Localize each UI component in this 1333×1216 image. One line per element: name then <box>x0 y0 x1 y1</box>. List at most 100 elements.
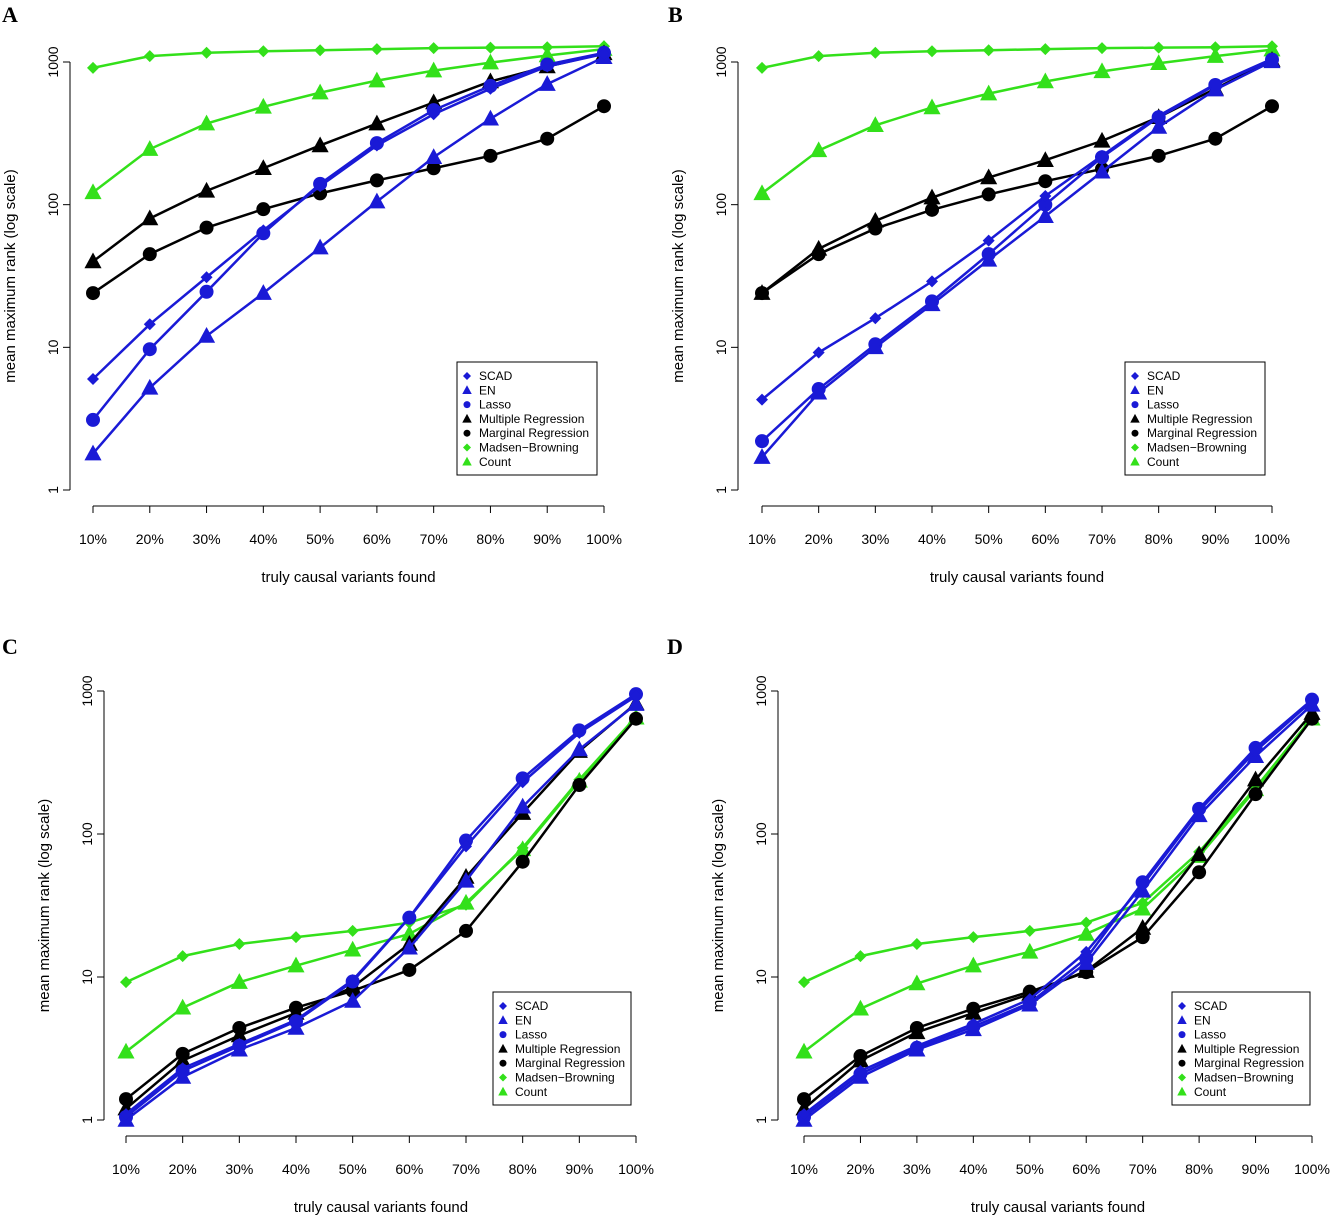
panel-a-legend-label: Count <box>479 455 512 469</box>
panel-a-series-count <box>84 40 613 200</box>
panel-b-legend-label: Lasso <box>1147 398 1179 412</box>
panel-a-legend-label: SCAD <box>479 369 513 383</box>
panel-c-data-point <box>572 778 587 793</box>
panel-a-series-line <box>92 51 605 421</box>
panel-c-data-point <box>174 998 192 1015</box>
panel-c-series-madsen-browning <box>120 710 642 989</box>
panel-c-data-point <box>346 974 359 987</box>
panel-d-data-point <box>1134 919 1152 935</box>
panel-a-legend-marker <box>462 456 472 466</box>
panel-c-legend-label: EN <box>515 1013 532 1027</box>
panel-d-y-tick-label: 10 <box>753 969 769 985</box>
panel-a-y-tick-label: 1 <box>45 486 61 494</box>
panel-d-series-madsen-browning <box>798 711 1318 989</box>
panel-c-data-point <box>287 1018 305 1035</box>
panel-d-legend-label: Madsen−Browning <box>1194 1071 1294 1085</box>
panel-d-data-point <box>1193 804 1206 817</box>
panel-b-data-point <box>1152 41 1165 54</box>
panel-c-x-tick-label: 70% <box>452 1161 480 1177</box>
panel-a-data-point <box>368 114 386 131</box>
panel-a-data-point <box>84 183 102 200</box>
panel-b-data-point <box>1096 42 1108 55</box>
panel-d-x-tick-label: 10% <box>790 1161 818 1177</box>
panel-d-data-point <box>1303 704 1321 720</box>
panel-d-x-tick-label: 20% <box>846 1161 874 1177</box>
panel-b-letter: B <box>668 2 683 27</box>
panel-d-legend-label: Marginal Regression <box>1194 1056 1304 1070</box>
panel-b-legend-label: Count <box>1147 455 1180 469</box>
panel-c-legend-marker <box>499 1031 507 1039</box>
panel-c-series-scad <box>120 690 642 1121</box>
panel-c-data-point <box>176 1062 189 1075</box>
panel-b-legend-label: EN <box>1147 383 1164 397</box>
panel-b-data-point <box>1036 72 1054 89</box>
panel-a-series-multiple-regression <box>84 44 613 269</box>
panel-a-legend-marker <box>462 385 472 395</box>
panel-b-series-marginal-regression <box>755 99 1279 301</box>
panel-a-data-point <box>484 82 497 95</box>
panel-d-y-tick-label: 100 <box>753 822 769 846</box>
panel-b-data-point <box>925 202 939 217</box>
panel-d-legend-marker <box>1177 1086 1187 1096</box>
panel-a-data-point <box>427 108 440 121</box>
panel-b-x-axis-title: truly causal variants found <box>930 569 1104 586</box>
panel-b-legend-label: Madsen−Browning <box>1147 441 1247 455</box>
panel-d-x-tick-label: 30% <box>903 1161 931 1177</box>
panel-b-data-point <box>812 50 825 63</box>
panel-c-data-point <box>400 924 418 941</box>
panel-b-legend-marker <box>1131 443 1139 452</box>
panel-d-x-tick-label: 50% <box>1016 1161 1044 1177</box>
panel-c-series-line <box>125 715 637 984</box>
panel-c-letter: C <box>2 634 18 659</box>
panel-c-data-point <box>516 776 529 789</box>
panel-a-data-point <box>141 209 159 226</box>
panel-a-data-point <box>257 224 270 237</box>
panel-d-letter: D <box>667 634 683 659</box>
panel-a-data-point <box>483 148 498 163</box>
panel-b-series-line <box>761 44 1273 70</box>
panel-b-data-point <box>1093 162 1111 179</box>
panel-d-data-point <box>908 1023 926 1040</box>
panel-c-data-point <box>120 976 132 989</box>
panel-d-legend-marker <box>1177 1043 1187 1053</box>
panel-a-series-line <box>92 44 605 70</box>
panel-d-series-line <box>803 717 1313 1053</box>
panel-a-series-line <box>92 47 605 194</box>
panel-a-data-point <box>200 271 213 284</box>
panel-d-data-point <box>798 976 810 989</box>
panel-b-data-point <box>923 295 941 312</box>
panel-c-x-tick-label: 30% <box>225 1161 253 1177</box>
panel-c-x-tick-label: 50% <box>339 1161 367 1177</box>
panel-d-legend-label: EN <box>1194 1013 1211 1027</box>
panel-b-series-line <box>761 105 1273 295</box>
panel-d-series-scad <box>798 695 1318 1121</box>
panel-b-data-point <box>1039 43 1052 56</box>
panel-d-data-point <box>1306 695 1318 708</box>
panel-a-data-point <box>87 61 99 74</box>
panel-c-x-tick-label: 40% <box>282 1161 310 1177</box>
panel-a-data-point <box>254 97 272 114</box>
panel-b-series-madsen-browning <box>756 40 1278 74</box>
panel-b-data-point <box>1150 118 1168 134</box>
panel-c-data-point <box>176 950 189 963</box>
panel-a-x-tick-label: 40% <box>249 531 277 547</box>
panel-b-data-point <box>926 45 938 58</box>
panel-b-data-point <box>1039 190 1052 203</box>
panel-a-legend-marker <box>463 443 471 452</box>
panel-b-x-tick-label: 50% <box>975 531 1003 547</box>
panel-c-series-line <box>125 702 637 1110</box>
panel-a-data-point <box>256 202 271 217</box>
panel-a-y-tick-label: 10 <box>45 339 61 355</box>
panel-b-data-point <box>869 312 882 325</box>
panel-a-x-tick-label: 10% <box>79 531 107 547</box>
panel-a-data-point <box>538 46 556 63</box>
panel-b-y-axis-title: mean maximum rank (log scale) <box>670 169 687 382</box>
panel-d-legend-label: SCAD <box>1194 999 1228 1013</box>
panel-d-data-point <box>1136 878 1149 891</box>
panel-d-legend-marker <box>1178 1031 1186 1039</box>
panel-b-data-point <box>866 338 884 355</box>
panel-d: D 1 10 100 1000 10% 20% 30% 40% 50% 60% 70% 80% 90% 10… <box>667 634 1330 1216</box>
panel-b-x-tick-label: 70% <box>1088 531 1116 547</box>
panel-c-data-point <box>174 1067 192 1084</box>
